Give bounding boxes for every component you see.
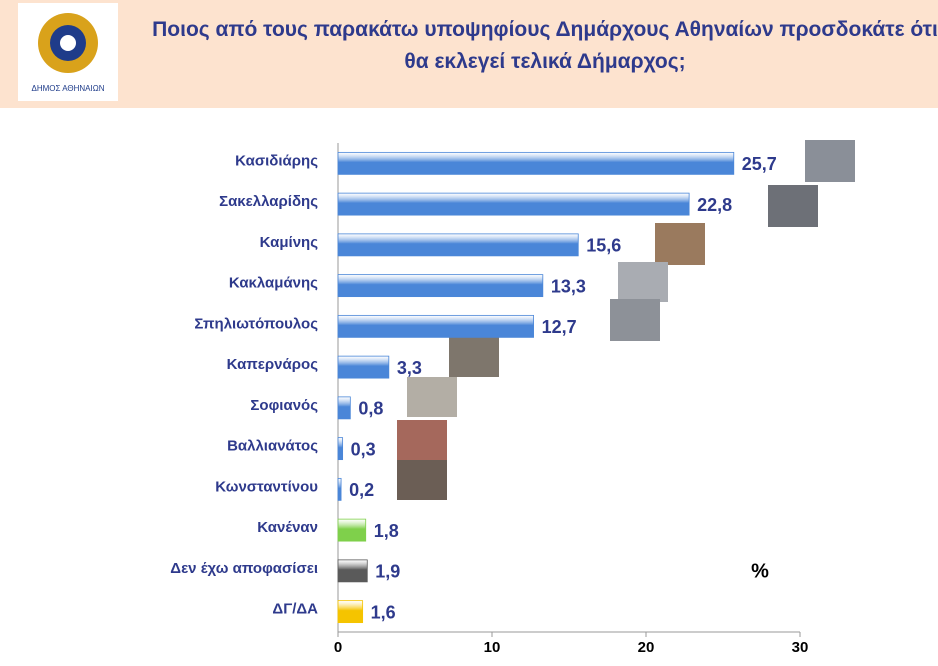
category-label: Σακελλαρίδης	[219, 193, 318, 210]
photo	[449, 337, 499, 377]
category-label: Καμίνης	[260, 234, 319, 251]
category-label: Κασιδιάρης	[235, 152, 318, 169]
photo	[407, 377, 457, 417]
category-label: Καπερνάρος	[227, 356, 319, 373]
photo	[397, 460, 447, 500]
photo	[618, 262, 668, 302]
bar	[337, 437, 344, 461]
photo	[805, 140, 855, 182]
logo-emblem	[60, 35, 76, 51]
photo	[768, 185, 818, 227]
value-label: 0,8	[358, 399, 383, 419]
bar	[337, 396, 351, 420]
category-label: Κωνσταντίνου	[215, 478, 318, 495]
value-label: 1,8	[374, 521, 399, 541]
logo-art: ΔΗΜΟΣ ΑΘΗΝΑΙΩΝ	[32, 13, 105, 93]
value-label: 12,7	[542, 317, 577, 337]
photo	[610, 299, 660, 341]
category-label: Σπηλιωτόπουλος	[194, 315, 318, 332]
unit-label: %	[751, 560, 769, 582]
photo	[655, 223, 705, 265]
x-tick-label: 0	[334, 639, 342, 656]
value-label: 1,9	[375, 562, 400, 582]
logo: ΔΗΜΟΣ ΑΘΗΝΑΙΩΝ	[18, 3, 118, 101]
value-label: 1,6	[371, 602, 396, 622]
category-label: Σοφιανός	[250, 397, 318, 414]
header	[0, 0, 938, 108]
category-label: Βαλλιανάτος	[227, 438, 318, 455]
category-label: Δεν έχω αποφασίσει	[170, 560, 318, 577]
category-label: Κακλαμάνης	[229, 275, 318, 292]
logo-text: ΔΗΜΟΣ ΑΘΗΝΑΙΩΝ	[32, 84, 105, 93]
value-label: 3,3	[397, 358, 422, 378]
value-label: 22,8	[697, 195, 732, 215]
value-label: 13,3	[551, 276, 586, 296]
bar	[337, 600, 364, 624]
bar	[337, 192, 690, 216]
x-tick-label: 10	[484, 639, 501, 656]
bar	[337, 477, 342, 501]
x-tick-label: 30	[792, 639, 809, 656]
value-label: 0,2	[349, 480, 374, 500]
photo	[397, 420, 447, 460]
bar	[337, 314, 534, 338]
category-label: Κανέναν	[257, 519, 318, 536]
bar	[337, 233, 579, 257]
x-tick-label: 20	[638, 639, 655, 656]
bar	[337, 355, 390, 379]
value-label: 0,3	[351, 439, 376, 459]
bar	[337, 518, 367, 542]
bar	[337, 151, 735, 175]
bar	[337, 274, 544, 298]
value-label: 15,6	[586, 236, 621, 256]
chart-title: Ποιος από τους παρακάτω υποψηφίους Δημάρ…	[152, 18, 938, 73]
value-label: 25,7	[742, 154, 777, 174]
bar	[337, 559, 368, 583]
category-label: ΔΓ/ΔΑ	[272, 601, 318, 618]
